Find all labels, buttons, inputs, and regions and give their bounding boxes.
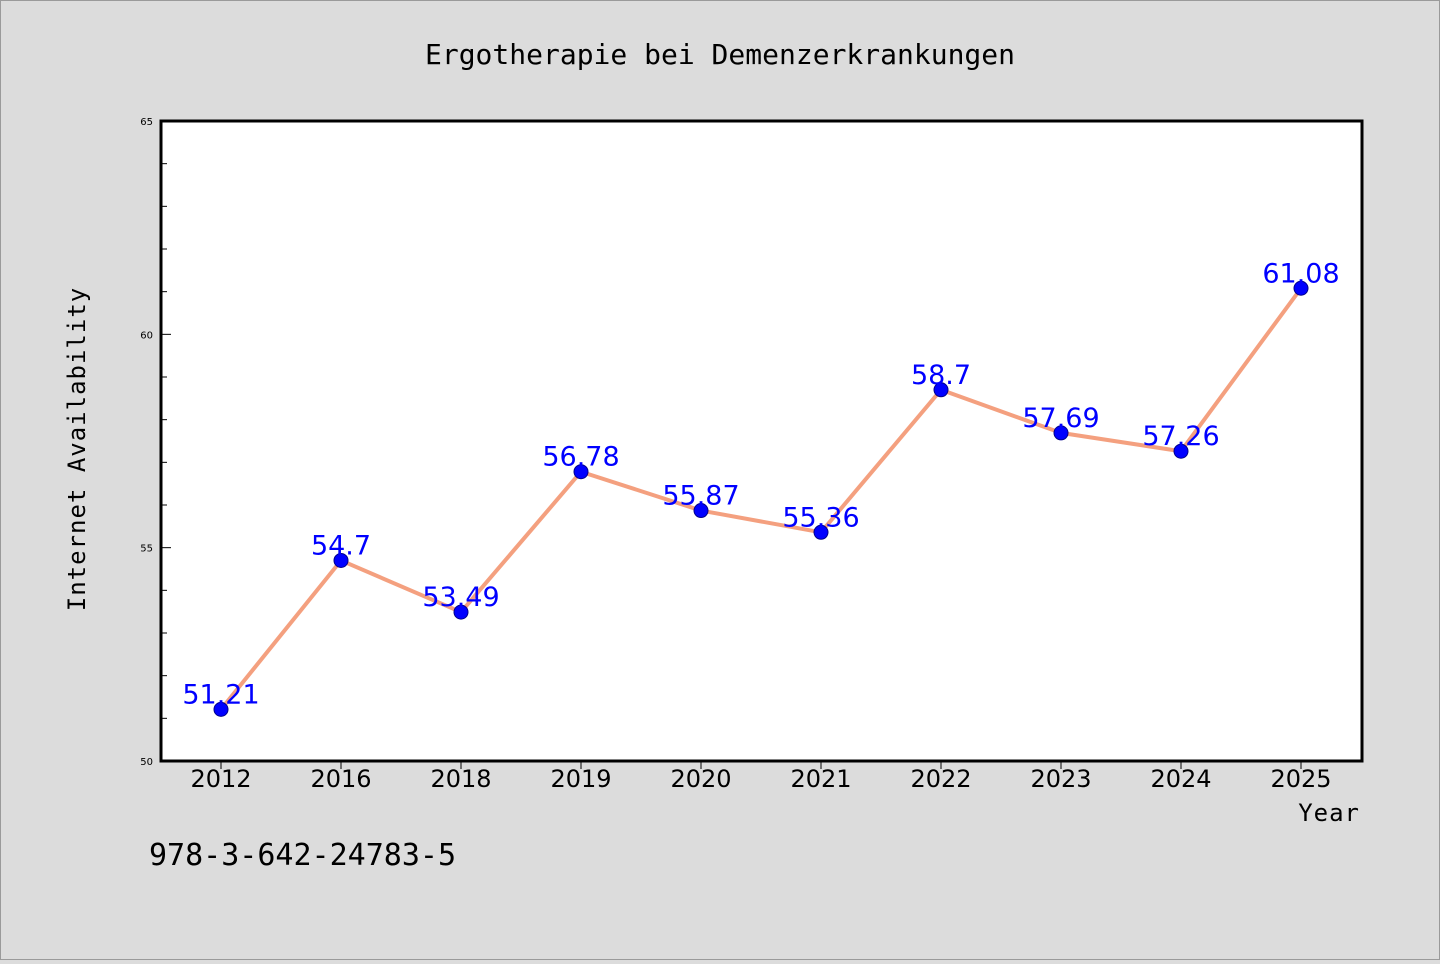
x-tick-label: 2023 xyxy=(1030,765,1091,793)
data-point xyxy=(573,464,589,480)
x-tick-label: 2016 xyxy=(310,765,371,793)
x-tick-label: 2025 xyxy=(1270,765,1331,793)
x-tick-label: 2022 xyxy=(910,765,971,793)
data-label: 61.08 xyxy=(1262,258,1339,289)
x-tick-label: 2019 xyxy=(550,765,611,793)
data-label: 54.7 xyxy=(311,530,371,561)
series-internet-availability: 51.21 54.7 53.49 56.78 55.87 55.36 58.7 57.69 57… xyxy=(182,258,1340,717)
data-label: 58.7 xyxy=(911,360,971,391)
data-point xyxy=(933,382,949,398)
x-tick-marks xyxy=(220,761,1302,769)
data-point xyxy=(1173,443,1189,459)
x-tick-label: 2021 xyxy=(790,765,851,793)
data-label: 55.36 xyxy=(782,502,859,533)
y-axis-label: Internet Availability xyxy=(63,287,91,611)
x-tick-label: 2020 xyxy=(670,765,731,793)
data-label: 57.26 xyxy=(1142,421,1219,452)
data-point xyxy=(1053,425,1069,441)
y-tick-label: 50 xyxy=(140,757,153,768)
y-tick-label: 55 xyxy=(140,544,153,555)
y-tick-marks xyxy=(161,120,171,762)
chart-title: Ergotherapie bei Demenzerkrankungen xyxy=(425,38,1015,71)
data-label: 55.87 xyxy=(662,481,739,512)
x-tick-labels: 2012 2016 2018 2019 2020 2021 2022 2023 2024 2025 xyxy=(190,765,1331,793)
data-point xyxy=(813,524,829,540)
data-point xyxy=(333,552,349,568)
data-label: 56.78 xyxy=(542,442,619,473)
series-line xyxy=(219,286,1303,712)
x-tick-label: 2018 xyxy=(430,765,491,793)
data-label: 53.49 xyxy=(422,582,499,613)
x-axis-label: Year xyxy=(1298,799,1360,827)
y-tick-label: 60 xyxy=(140,330,153,341)
y-tick-labels: 50 55 60 65 xyxy=(140,117,153,768)
data-label: 57.69 xyxy=(1022,403,1099,434)
data-point xyxy=(453,604,469,620)
x-tick-label: 2012 xyxy=(190,765,251,793)
data-point xyxy=(1293,280,1309,296)
plot-area xyxy=(159,119,1364,763)
data-point xyxy=(213,701,229,717)
y-tick-label: 65 xyxy=(140,117,153,128)
data-point xyxy=(693,503,709,519)
x-tick-label: 2024 xyxy=(1150,765,1211,793)
data-label: 51.21 xyxy=(182,679,259,710)
footnote-isbn: 978-3-642-24783-5 xyxy=(149,838,456,873)
